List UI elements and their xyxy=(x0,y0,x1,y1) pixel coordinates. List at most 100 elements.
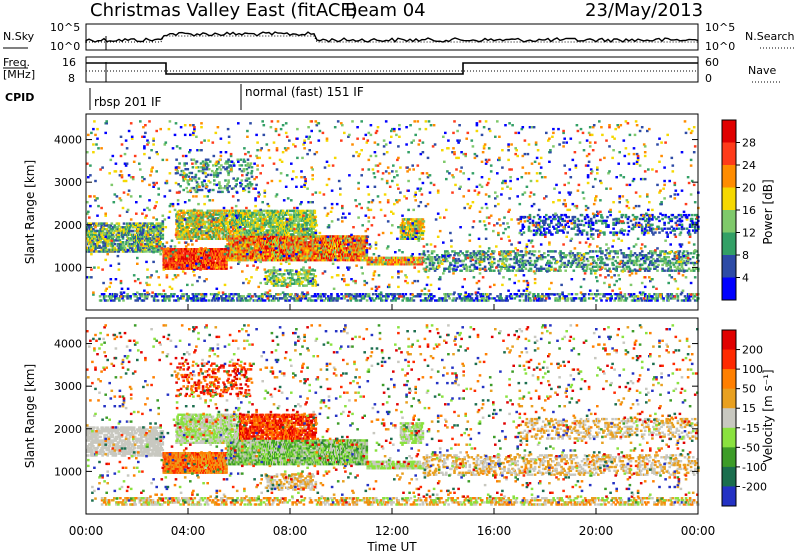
power-cell xyxy=(293,217,296,220)
power-cell xyxy=(137,226,140,229)
power-cell xyxy=(408,233,411,237)
power-cell xyxy=(252,256,256,260)
noise-search-line xyxy=(85,35,698,45)
power-cell xyxy=(154,241,157,244)
power-cell xyxy=(506,269,509,272)
power-cell xyxy=(274,217,278,220)
power-cell xyxy=(453,254,456,257)
power-cell xyxy=(305,215,308,218)
power-cell xyxy=(276,269,280,272)
power-cell xyxy=(109,231,113,235)
power-cell xyxy=(180,226,183,229)
power-cell xyxy=(469,252,473,255)
power-cell xyxy=(488,256,492,259)
power-cell xyxy=(208,211,212,214)
power-cell xyxy=(150,239,153,242)
power-cell xyxy=(172,265,176,268)
power-cell xyxy=(416,263,420,266)
power-cell xyxy=(257,209,260,213)
power-cell xyxy=(500,250,503,253)
power-cell xyxy=(266,249,270,252)
power-cell xyxy=(120,248,124,251)
power-cell xyxy=(306,275,309,278)
power-cell xyxy=(161,229,165,233)
power-cell xyxy=(226,243,229,246)
power-cell xyxy=(543,252,546,255)
power-cell xyxy=(356,254,359,258)
power-cell xyxy=(362,247,365,250)
power-cell xyxy=(210,222,214,226)
power-cell xyxy=(275,221,279,224)
power-cell xyxy=(149,233,152,236)
power-cell xyxy=(417,231,420,235)
power-cell xyxy=(93,250,96,253)
power-cell xyxy=(232,213,236,216)
power-cell xyxy=(94,237,97,240)
power-cell xyxy=(225,265,228,268)
power-cell xyxy=(225,217,229,220)
power-cell xyxy=(358,249,361,252)
power-cell xyxy=(306,278,309,282)
power-cell xyxy=(448,265,451,268)
power-cell xyxy=(257,233,260,236)
power-cell xyxy=(218,215,222,218)
power-cell xyxy=(240,213,243,216)
power-cell xyxy=(266,258,270,262)
power-cell xyxy=(121,226,125,229)
power-cell xyxy=(283,278,287,282)
power-cell xyxy=(527,252,531,255)
power-cell xyxy=(522,254,526,257)
power-cell xyxy=(291,221,294,224)
power-cell xyxy=(227,228,231,231)
power-cell xyxy=(177,257,181,261)
power-cell xyxy=(483,265,487,268)
power-cell xyxy=(129,224,133,227)
power-cell xyxy=(146,241,149,244)
power-cell xyxy=(419,233,423,237)
power-cell xyxy=(447,267,450,270)
power-cell xyxy=(223,217,227,220)
power-cell xyxy=(238,254,241,258)
power-cell xyxy=(365,241,369,244)
power-cell xyxy=(226,256,229,260)
power-cell xyxy=(564,269,567,272)
power-cell xyxy=(520,254,524,257)
power-cell xyxy=(395,263,398,266)
power-cell xyxy=(214,220,218,224)
power-cell xyxy=(259,253,263,256)
power-cell xyxy=(297,225,300,228)
power-cell xyxy=(153,228,156,231)
power-cell xyxy=(228,232,232,235)
power-cell xyxy=(535,267,539,270)
power-cell xyxy=(270,241,273,244)
power-cell xyxy=(137,235,140,238)
power-cell xyxy=(453,250,456,253)
noise-panel-frame xyxy=(85,23,699,51)
power-cell xyxy=(87,239,90,242)
power-cell xyxy=(297,245,300,248)
power-cell xyxy=(365,237,369,240)
power-cell xyxy=(359,253,362,256)
power-cell xyxy=(121,246,125,249)
power-cell xyxy=(142,231,145,235)
power-cell xyxy=(131,244,135,248)
power-cell xyxy=(264,271,268,274)
power-cell xyxy=(275,235,278,238)
power-cell xyxy=(455,259,458,263)
power-cell xyxy=(216,255,219,259)
power-cell xyxy=(576,257,580,261)
power-cell xyxy=(417,261,421,264)
power-cell xyxy=(314,282,318,285)
power-cell xyxy=(206,267,209,270)
power-cell xyxy=(185,218,188,222)
power-cell xyxy=(98,241,101,244)
power-cell xyxy=(231,233,235,237)
power-cell xyxy=(274,213,278,216)
power-cell xyxy=(178,218,181,222)
power-cell xyxy=(348,254,351,258)
power-cell xyxy=(262,227,266,230)
power-cell xyxy=(127,231,131,235)
power-cell xyxy=(382,256,386,260)
power-cell xyxy=(263,215,267,218)
power-cell xyxy=(179,224,182,227)
